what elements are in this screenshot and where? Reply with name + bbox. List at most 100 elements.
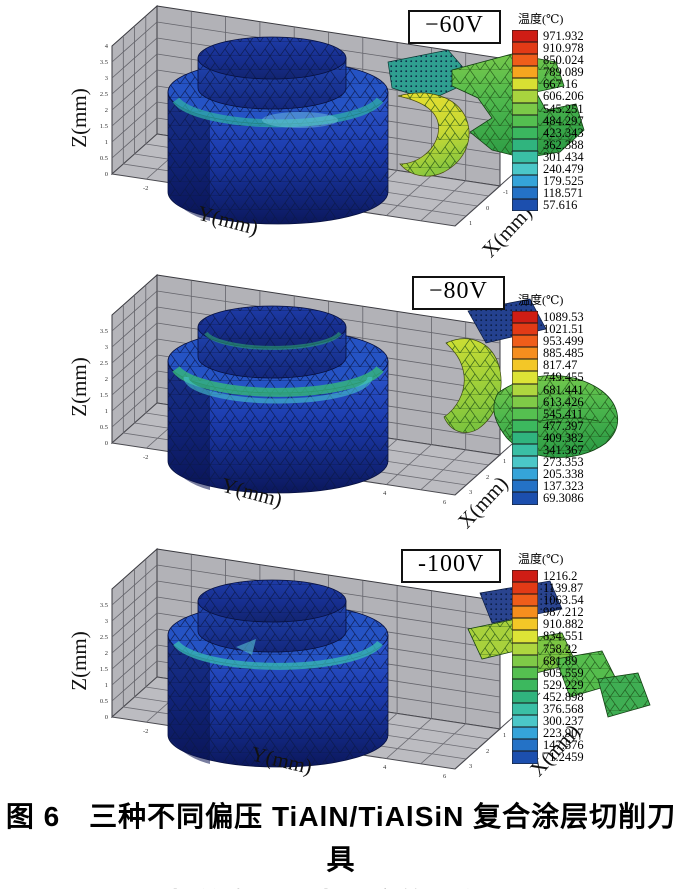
- colorbar-entry: 971.932: [512, 30, 584, 42]
- colorbar-swatch: [512, 126, 538, 139]
- colorbar-scale: 1089.53 1021.51 953.499 885.485 817.47: [512, 311, 584, 505]
- svg-text:3.5: 3.5: [100, 602, 108, 609]
- svg-text:1: 1: [105, 408, 108, 415]
- svg-text:3.5: 3.5: [100, 59, 108, 66]
- svg-text:2.5: 2.5: [100, 91, 108, 98]
- colorbar-value: 605.559: [543, 665, 584, 680]
- colorbar-value: 477.397: [543, 418, 584, 433]
- colorbar-value: 910.978: [543, 41, 584, 56]
- colorbar-swatch: [512, 30, 538, 43]
- colorbar-value: 1216.2: [543, 569, 578, 583]
- colorbar-value: 179.525: [543, 174, 584, 189]
- scene-3d-minus60v: 4 3.5 3 2.5 2 1.5 1 0.5 0 -2 0 2 1 0 -1 …: [67, 5, 585, 262]
- svg-text:2.5: 2.5: [100, 360, 108, 367]
- colorbar-swatch: [512, 431, 538, 445]
- colorbar-entry: 545.251: [512, 102, 584, 115]
- colorbar-entry: 1089.53: [512, 311, 584, 323]
- bias-voltage-label: −80V: [429, 278, 488, 304]
- colorbar-entry: 681.89: [512, 654, 584, 667]
- colorbar-swatch: [512, 715, 538, 728]
- colorbar-entry: 850.024: [512, 54, 584, 66]
- colorbar-entry: 376.568: [512, 703, 584, 715]
- svg-text:4: 4: [105, 43, 109, 50]
- colorbar-entry: 910.978: [512, 42, 584, 54]
- svg-text:2: 2: [105, 650, 108, 657]
- temperature-ring-teal: [173, 640, 383, 670]
- colorbar-value: 613.426: [543, 394, 584, 409]
- colorbar-entry: 545.411: [512, 407, 584, 420]
- svg-text:4: 4: [383, 490, 387, 497]
- colorbar-value: 423.343: [543, 125, 584, 140]
- colorbar-entry: 477.397: [512, 420, 584, 432]
- colorbar-swatch: [512, 727, 538, 740]
- colorbar-value: 1021.51: [543, 322, 584, 337]
- colorbar-swatch: [512, 175, 538, 188]
- colorbar-swatch: [512, 90, 538, 103]
- colorbar: 温度(℃) 1089.53 1021.51 953.499 885.485: [512, 291, 584, 505]
- colorbar-swatch: [512, 42, 538, 55]
- colorbar-value: 789.089: [543, 65, 584, 80]
- colorbar-swatch: [512, 138, 538, 151]
- colorbar-entry: 423.343: [512, 125, 584, 140]
- colorbar-swatch: [512, 419, 538, 432]
- colorbar-entry: 529.229: [512, 679, 584, 691]
- svg-text:6: 6: [443, 499, 447, 506]
- colorbar-swatch: [512, 606, 538, 619]
- colorbar-entry: 484.297: [512, 114, 584, 127]
- colorbar-entry: 137.323: [512, 480, 584, 493]
- colorbar-value: 749.455: [543, 370, 584, 385]
- svg-text:1: 1: [503, 732, 506, 739]
- colorbar-entry: 71.2459: [512, 751, 584, 764]
- colorbar-value: 341.367: [543, 443, 584, 458]
- svg-text:0.5: 0.5: [100, 155, 108, 162]
- cyan-hot-patch: [236, 639, 256, 655]
- colorbar-value: 953.499: [543, 334, 584, 349]
- boss-rim-green: [204, 331, 342, 350]
- colorbar-entry: 910.882: [512, 617, 584, 632]
- colorbar-swatch: [512, 444, 538, 457]
- svg-text:6: 6: [443, 773, 447, 780]
- cutting-tool-and-chip: [387, 49, 585, 177]
- colorbar-title: 温度(℃): [518, 552, 564, 566]
- caption-line-1: 图 6 三种不同偏压 TiAlN/TiAlSiN 复合涂层切削刀具: [5, 801, 677, 876]
- colorbar-value: 971.932: [543, 29, 584, 43]
- svg-text:2: 2: [486, 748, 489, 755]
- svg-text:1.5: 1.5: [100, 392, 108, 399]
- colorbar-swatch: [512, 78, 538, 91]
- colorbar-entry: 613.426: [512, 394, 584, 409]
- svg-text:-1: -1: [503, 189, 508, 196]
- svg-text:1: 1: [503, 458, 506, 465]
- colorbar-swatch: [512, 335, 538, 348]
- colorbar-entry: 987.212: [512, 606, 584, 619]
- svg-text:2: 2: [105, 376, 108, 383]
- colorbar-swatch: [512, 323, 538, 336]
- bias-voltage-label: −60V: [425, 12, 484, 38]
- colorbar-entry: 789.089: [512, 65, 584, 80]
- colorbar-value: 118.571: [543, 186, 584, 201]
- z-tick-labels: 3.5 3 2.5 2 1.5 1 0.5 0: [100, 328, 108, 447]
- z-tick-labels: 3.5 3 2.5 2 1.5 1 0.5 0: [100, 602, 108, 721]
- colorbar-value: 301.434: [543, 149, 584, 164]
- colorbar-swatch: [512, 642, 538, 655]
- colorbar-swatch: [512, 54, 538, 67]
- svg-text:3: 3: [105, 75, 108, 82]
- colorbar-value: 910.882: [543, 617, 584, 632]
- colorbar-value: 1063.54: [543, 593, 584, 608]
- temperature-ring-teal: [172, 97, 384, 128]
- colorbar-swatch: [512, 468, 538, 481]
- svg-text:4: 4: [383, 764, 387, 771]
- svg-text:-2: -2: [143, 728, 148, 735]
- colorbar: 温度(℃) 971.932 910.978 850.024 789.089: [512, 10, 584, 212]
- colorbar-entry: 749.455: [512, 370, 584, 385]
- colorbar-value: 1139.87: [543, 581, 584, 596]
- colorbar-entry: 1063.54: [512, 594, 584, 606]
- colorbar-scale: 971.932 910.978 850.024 789.089 667.16: [512, 30, 584, 212]
- colorbar-entry: 681.441: [512, 383, 584, 396]
- colorbar-swatch: [512, 678, 538, 691]
- colorbar-entry: 273.353: [512, 456, 584, 468]
- colorbar-entry: 300.237: [512, 715, 584, 727]
- subplot-minus60v: 4 3.5 3 2.5 2 1.5 1 0.5 0 -2 0 2 1 0 -1 …: [0, 0, 682, 265]
- temperature-ring-green: [172, 366, 384, 397]
- colorbar-swatch: [512, 150, 538, 164]
